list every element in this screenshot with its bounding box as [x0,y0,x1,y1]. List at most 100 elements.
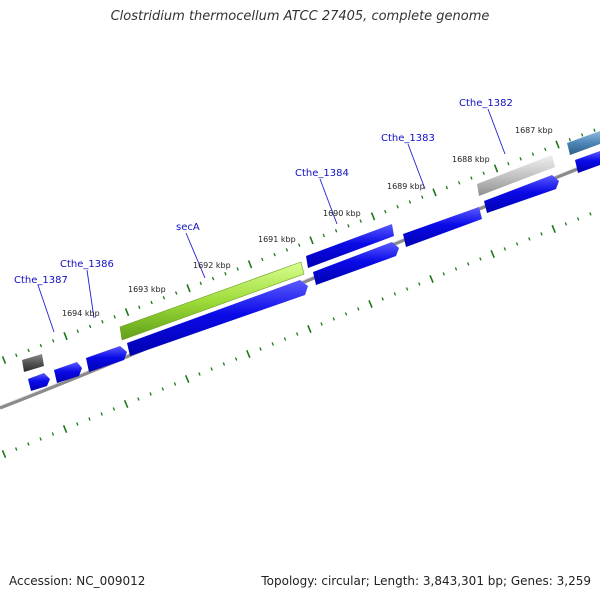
gene-arrow-5[interactable] [313,242,399,285]
gene-cthe-1387-box[interactable] [22,354,44,372]
leader-cthe-1382 [487,108,506,155]
ruler-tick [482,171,485,175]
kbp-label-1691: 1691 kbp [258,235,296,244]
ruler-tick [334,228,338,233]
ruler-tick [493,164,499,173]
ruler-tick [432,188,437,197]
ruler-tick [39,437,42,441]
kbp-labels: 1687 kbp 1688 kbp 1689 kbp 1690 kbp 1691… [62,126,553,318]
ruler-tick [236,267,239,271]
ruler-tick [576,217,580,221]
kbp-label-1687: 1687 kbp [515,126,553,135]
ruler-tick [113,315,116,319]
upper-gene-track [22,131,600,372]
ruler-tick [405,287,409,291]
ruler-tick [544,147,547,152]
gene-arrow-3[interactable] [86,346,127,372]
lower-gene-track [28,151,600,391]
ruler-tick [285,248,289,252]
ruler-tick [283,337,287,341]
ruler-tick [14,447,18,451]
ruler-tick [1,355,7,365]
ruler-tick [515,242,519,246]
ruler-tick [162,296,166,300]
kbp-label-1694: 1694 kbp [62,309,100,318]
gene-arrow-7[interactable] [575,151,600,173]
ruler-tick [295,332,299,336]
ruler-tick [322,233,326,238]
leader-cthe-1384 [319,178,338,225]
ruler-tick [593,128,596,132]
ruler-tick [101,319,104,324]
ruler-tick [51,339,55,343]
gene-arrow-4[interactable] [127,280,308,356]
ruler-tick [368,299,373,309]
label-cthe-1382[interactable]: Cthe_1382 [459,98,513,109]
ruler-tick [381,297,384,301]
kbp-label-1693: 1693 kbp [128,285,166,294]
ruler-tick [149,392,152,396]
kbp-label-1690: 1690 kbp [323,209,361,218]
ruler-tick [186,284,191,293]
leader-seca [185,232,206,279]
ruler-tick [503,247,507,251]
ruler-tick [564,222,568,226]
ruler-tick [124,308,130,317]
ruler-tick [211,276,215,281]
ruler-tick [27,442,30,446]
ruler-tick [466,262,470,266]
ruler-tick [1,449,7,459]
ruler-tick [224,272,227,276]
ruler-tick [370,212,376,221]
ruler-tick [479,257,482,261]
map-title: Clostridium thermocellum ATCC 27405, com… [110,9,490,24]
kbp-label-1689: 1689 kbp [387,182,425,191]
gene-cthe-1383-box[interactable] [403,207,482,247]
ruler-tick [347,224,350,228]
kbp-label-1688: 1688 kbp [452,155,490,164]
ruler-tick [589,212,592,216]
label-cthe-1387[interactable]: Cthe_1387 [14,275,68,286]
leader-cthe-1387 [37,284,55,333]
gene-arrow-6[interactable] [484,175,559,213]
gene-labels: Cthe_1382 Cthe_1383 Cthe_1384 secA Cthe_… [14,98,513,286]
ruler-tick [418,282,421,286]
ruler-tick [123,399,129,409]
gene-label-leaders [37,108,506,333]
ruler-tick [184,374,190,384]
label-cthe-1383[interactable]: Cthe_1383 [381,133,435,144]
gene-seca-box[interactable] [119,261,305,341]
ruler-tick [307,324,312,334]
label-cthe-1386[interactable]: Cthe_1386 [60,259,114,270]
ruler-tick [445,185,449,190]
label-seca[interactable]: secA [176,222,200,233]
leader-cthe-1383 [407,143,426,190]
accession-text: Accession: NC_009012 [9,574,146,588]
ruler-tick [384,209,387,214]
ruler-tick [490,249,495,259]
ruler-tick [344,312,348,316]
ruler-tick [246,349,251,359]
ruler-tick [138,305,141,310]
ruler-tick [76,422,79,426]
gene-arrow-1[interactable] [28,373,50,391]
ruler-tick [174,291,178,295]
ruler-tick [507,161,510,166]
ruler-tick [62,424,68,434]
ruler-tick [234,357,238,361]
ruler-tick [457,181,461,185]
label-cthe-1384[interactable]: Cthe_1384 [295,168,349,179]
ruler-tick [161,387,165,391]
gene-arrow-2[interactable] [54,362,82,383]
ruler-tick [273,252,276,257]
gene-cthe-1382-box[interactable] [477,155,555,196]
ruler-tick [551,224,556,233]
ruler-tick [454,267,458,271]
ruler-tick [332,317,336,321]
ruler-tick [519,157,522,161]
gene-cthe-1384-box[interactable] [306,224,394,268]
gene-steel-box[interactable] [567,131,600,155]
ruler-tick [568,137,572,142]
ruler-tick [100,412,103,416]
